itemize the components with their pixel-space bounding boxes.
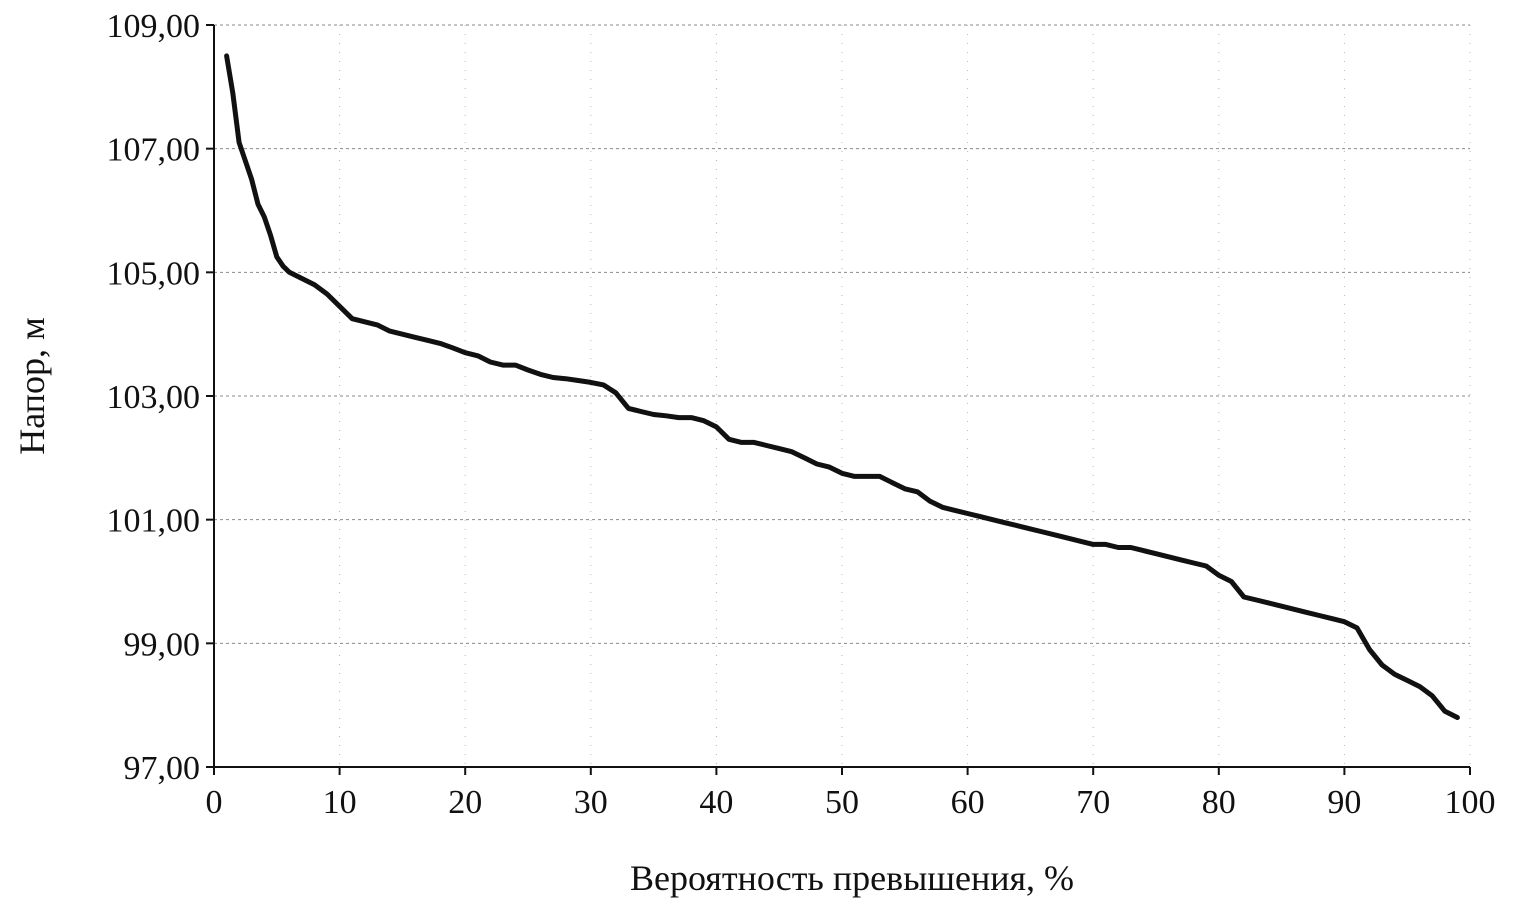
x-tick-label: 50 [825,784,859,821]
y-axis-label: Напор, м [12,317,52,455]
y-tick-label: 105,00 [107,255,201,292]
y-tick-label: 97,00 [124,750,201,787]
x-tick-label: 100 [1445,784,1496,821]
x-tick-label: 90 [1327,784,1361,821]
x-tick-label: 10 [323,784,357,821]
y-tick-label: 99,00 [124,626,201,663]
x-axis-label: Вероятность превышения, % [630,858,1074,898]
y-tick-label: 103,00 [107,379,201,416]
series-layer [224,53,1460,720]
series-line-0 [224,53,1460,720]
x-tick-label: 20 [448,784,482,821]
ticks: 97,00 99,00 101,00 103,00 105,00 107,00 109,00… [107,8,1496,821]
grid [214,24,1471,767]
y-tick-label: 101,00 [107,503,201,540]
x-tick-label: 40 [699,784,733,821]
y-tick-label: 107,00 [107,132,201,169]
x-tick-label: 80 [1202,784,1236,821]
x-tick-label: 70 [1076,784,1110,821]
y-tick-label: 109,00 [107,8,201,45]
x-tick-label: 0 [206,784,223,821]
x-tick-label: 60 [951,784,985,821]
x-tick-label: 30 [574,784,608,821]
